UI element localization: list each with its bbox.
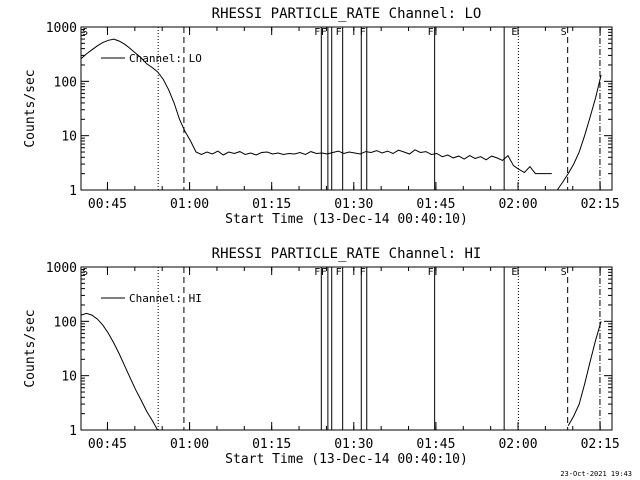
series-line <box>80 38 552 175</box>
plot-frame <box>80 266 613 431</box>
x-tick-label: 02:00 <box>498 197 537 212</box>
y-axis-label: Counts/sec <box>23 69 38 147</box>
corner-marker-label: S <box>82 267 88 278</box>
panel-1: RHESSI PARTICLE_RATE Channel: LO 1 10 100 10… <box>23 6 620 227</box>
x-tick-label: 00:45 <box>88 437 127 452</box>
x-tick-label: 02:15 <box>581 437 620 452</box>
series-line <box>556 74 602 191</box>
chart-title: RHESSI PARTICLE_RATE Channel: HI <box>212 246 482 262</box>
flare-marker-line-label: F <box>321 267 327 278</box>
y-tick-label: 100 <box>54 75 77 90</box>
y-tick-label: 1000 <box>46 261 77 276</box>
x-tick-label: 02:00 <box>498 437 537 452</box>
dashed-marker-line-label: S <box>561 267 567 278</box>
y-tick-label: 1 <box>69 424 77 439</box>
flare-marker-line-label: F <box>336 27 342 38</box>
y-axis-label: Counts/sec <box>23 309 38 387</box>
flare-marker-line-label: F <box>428 267 434 278</box>
plot-frame <box>80 26 613 191</box>
footer-timestamp: 23-Oct-2021 19:43 <box>560 470 632 478</box>
x-tick-label: 01:30 <box>334 437 373 452</box>
legend-label: Channel: HI <box>129 292 202 305</box>
y-tick-label: 1000 <box>46 21 77 36</box>
x-tick-label: 01:15 <box>252 197 291 212</box>
x-tick-label: 01:45 <box>416 437 455 452</box>
series-line <box>80 312 159 431</box>
legend-label: Channel: LO <box>129 52 202 65</box>
x-tick-label: 01:30 <box>334 197 373 212</box>
flare-marker-line-label: F <box>314 267 320 278</box>
x-tick-label: 01:15 <box>252 437 291 452</box>
flare-marker-line-label: F <box>360 27 366 38</box>
x-tick-label: 01:00 <box>170 197 209 212</box>
flare-marker-line-label: F <box>428 27 434 38</box>
series-line <box>567 321 602 426</box>
flare-marker-line-label: F <box>336 267 342 278</box>
dotted-marker-line-label: E <box>511 27 517 38</box>
x-tick-label: 01:00 <box>170 437 209 452</box>
y-tick-label: 1 <box>69 184 77 199</box>
x-tick-label: 02:15 <box>581 197 620 212</box>
x-tick-label: 00:45 <box>88 197 127 212</box>
flare-marker-line-label: F <box>360 267 366 278</box>
flare-marker-line-label: F <box>314 27 320 38</box>
x-tick-label: 01:45 <box>416 197 455 212</box>
y-tick-label: 10 <box>61 130 77 145</box>
y-tick-label: 10 <box>61 370 77 385</box>
chart-title: RHESSI PARTICLE_RATE Channel: LO <box>212 6 482 22</box>
x-axis-label: Start Time (13-Dec-14 00:40:10) <box>225 212 468 227</box>
corner-marker-label: S <box>82 27 88 38</box>
dashed-marker-line-label: S <box>561 27 567 38</box>
y-tick-label: 100 <box>54 315 77 330</box>
dotted-marker-line-label: E <box>511 267 517 278</box>
panel-2: RHESSI PARTICLE_RATE Channel: HI 1 10 100 10… <box>23 246 620 467</box>
flare-marker-line-label: F <box>321 27 327 38</box>
x-axis-label: Start Time (13-Dec-14 00:40:10) <box>225 452 468 467</box>
